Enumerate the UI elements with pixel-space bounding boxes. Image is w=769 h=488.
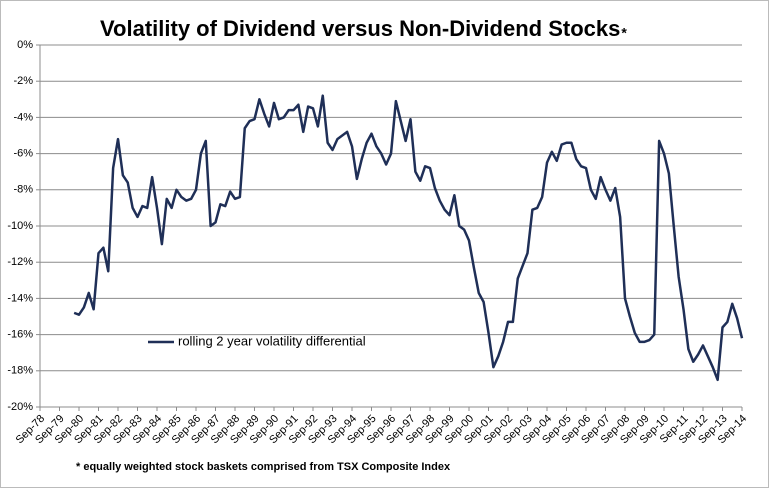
y-tick-label: -8%	[13, 184, 33, 196]
legend-label: rolling 2 year volatility differential	[178, 333, 366, 348]
y-tick-label: -6%	[13, 148, 33, 160]
footnote: * equally weighted stock baskets compris…	[76, 461, 451, 473]
y-tick-label: -14%	[7, 292, 33, 304]
y-tick-label: 0%	[17, 39, 33, 51]
y-tick-label: -16%	[7, 329, 33, 341]
y-tick-label: -20%	[7, 401, 33, 413]
y-tick-label: -4%	[13, 111, 33, 123]
y-tick-label: -10%	[7, 220, 33, 232]
chart-title: Volatility of Dividend versus Non-Divide…	[100, 16, 620, 41]
title-mark: *	[621, 25, 627, 41]
y-tick-label: -2%	[13, 75, 33, 87]
y-tick-label: -12%	[7, 256, 33, 268]
data-line	[73, 94, 744, 382]
y-tick-label: -18%	[7, 365, 33, 377]
